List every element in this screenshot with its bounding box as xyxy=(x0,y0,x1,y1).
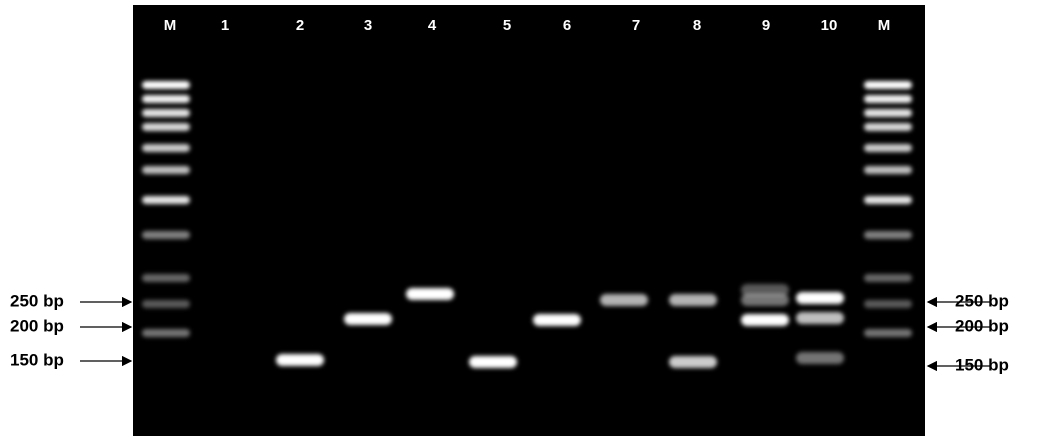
size-marker: 150 bp xyxy=(10,350,64,369)
lane-label: 3 xyxy=(364,17,372,34)
ladder-band xyxy=(142,109,190,117)
ladder-band xyxy=(864,109,912,117)
ladder-band xyxy=(864,300,912,308)
ladder-band xyxy=(142,300,190,308)
gel-figure: M 1 2 3 4 5 6 7 8 9 10 M 250 bp 200 bp 150 bp 250 bp 200… xyxy=(0,0,1063,436)
sample-band xyxy=(276,354,324,366)
size-marker: 250 bp xyxy=(955,291,1009,310)
sample-band xyxy=(741,294,789,306)
sample-band xyxy=(406,288,454,300)
sample-band xyxy=(469,356,517,368)
size-marker: 250 bp xyxy=(10,291,64,310)
size-marker: 200 bp xyxy=(955,316,1009,335)
sample-band xyxy=(796,312,844,324)
ladder-band xyxy=(864,81,912,89)
lane-label: 1 xyxy=(221,17,229,34)
lane-label: 10 xyxy=(821,17,838,34)
ladder-band xyxy=(142,196,190,204)
sample-band xyxy=(796,352,844,364)
size-marker: 200 bp xyxy=(10,316,64,335)
size-marker: 150 bp xyxy=(955,355,1009,374)
gel xyxy=(133,5,925,436)
lane-label: M xyxy=(878,17,891,34)
ladder-band xyxy=(142,81,190,89)
sample-band xyxy=(669,356,717,368)
ladder-band xyxy=(864,231,912,239)
ladder-band xyxy=(864,95,912,103)
ladder-band xyxy=(864,196,912,204)
sample-band xyxy=(344,313,392,325)
lane-label: 8 xyxy=(693,17,701,34)
lane-label: 6 xyxy=(563,17,571,34)
ladder-band xyxy=(142,329,190,337)
sample-band xyxy=(796,292,844,304)
lane-label: 7 xyxy=(632,17,640,34)
sample-band xyxy=(600,294,648,306)
ladder-band xyxy=(864,166,912,174)
ladder-band xyxy=(142,166,190,174)
ladder-band xyxy=(142,95,190,103)
ladder-band xyxy=(864,144,912,152)
ladder-band xyxy=(864,274,912,282)
ladder-band xyxy=(142,144,190,152)
lane-label: 2 xyxy=(296,17,304,34)
lane-label: 9 xyxy=(762,17,770,34)
lane-label: 5 xyxy=(503,17,511,34)
sample-band xyxy=(669,294,717,306)
lane-label: M xyxy=(164,17,177,34)
lane-label: 4 xyxy=(428,17,437,34)
sample-band xyxy=(533,314,581,326)
ladder-band xyxy=(142,231,190,239)
ladder-band xyxy=(864,329,912,337)
ladder-band xyxy=(142,274,190,282)
ladder-band xyxy=(864,123,912,131)
sample-band xyxy=(741,314,789,326)
ladder-band xyxy=(142,123,190,131)
